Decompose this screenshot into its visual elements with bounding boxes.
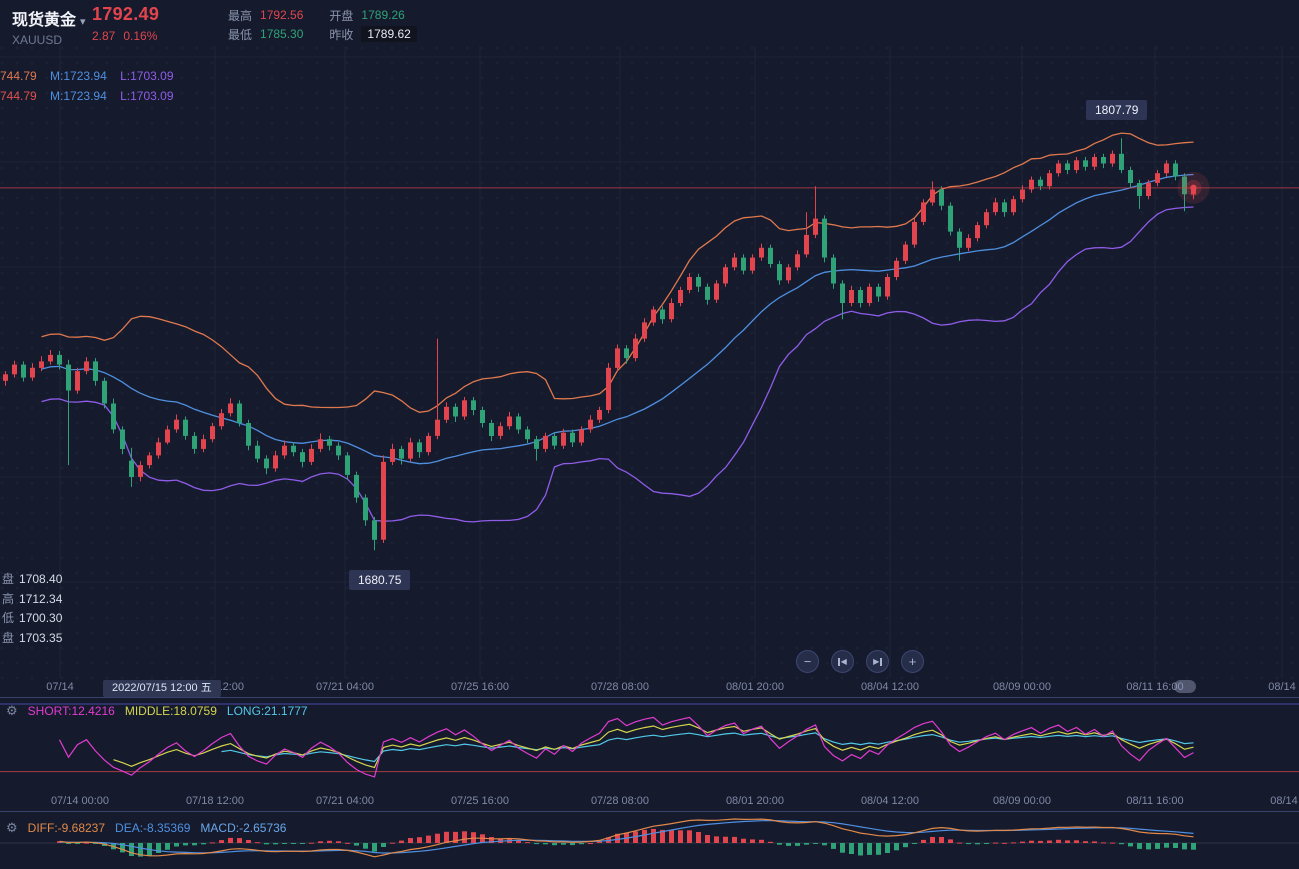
x-axis-label: 08/09 00:00	[992, 795, 1052, 807]
stat-open-value: 1789.26	[361, 8, 405, 22]
price-change: 2.87	[92, 29, 116, 43]
x-axis-label: 07/14	[46, 681, 74, 693]
chart-nav-controls: − ◀ ▶ +	[796, 650, 924, 673]
x-axis-label: 08/09 00:00	[992, 681, 1052, 693]
skip-back-button[interactable]: ◀	[831, 650, 854, 673]
crosshair-date-tooltip: 2022/07/15 12:00 五	[103, 680, 221, 697]
price-change-row: 2.87 0.16%	[92, 29, 165, 43]
skip-forward-button[interactable]: ▶	[866, 650, 889, 673]
instrument-name: 现货黄金	[12, 12, 77, 29]
macd-panel-canvas[interactable]	[0, 812, 1299, 869]
skip-back-icon	[838, 657, 840, 666]
last-price: 1792.49	[92, 4, 160, 24]
macd-diff-value: DIFF:-9.68237	[27, 821, 106, 835]
macd-legend: ⚙ DIFF:-9.68237 DEA:-8.35369 MACD:-2.657…	[6, 820, 286, 836]
instrument-symbol: XAUUSD	[12, 33, 63, 47]
stat-prev-close: 昨收 1789.62	[329, 26, 417, 42]
chevron-down-icon: ▾	[80, 16, 86, 28]
rsi-panel-separator	[0, 697, 1299, 698]
rsi-short-value: SHORT:12.4216	[27, 704, 115, 718]
zoom-in-button[interactable]: +	[901, 650, 924, 673]
x-axis-label: 07/28 08:00	[590, 795, 650, 807]
bollinger-legend: 744.79 M:1723.94 L:1703.09 744.79 M:1723…	[0, 66, 184, 106]
daily-stats: 最高 1792.56 最低 1785.30 开盘 1789.26 昨收 1789…	[228, 7, 417, 42]
x-axis-label: 08/14	[1268, 681, 1296, 693]
stat-open: 开盘 1789.26	[329, 8, 405, 23]
rsi-long-value: LONG:21.1777	[226, 704, 308, 718]
stat-high-value: 1792.56	[260, 8, 304, 22]
x-axis-label: 08/01 20:00	[725, 795, 785, 807]
high-price-annotation: 1807.79	[1086, 100, 1148, 120]
scrollbar-thumb[interactable]	[1174, 680, 1196, 693]
rsi-panel-canvas[interactable]	[0, 698, 1299, 793]
macd-value: MACD:-2.65736	[200, 821, 287, 835]
stat-low-value: 1785.30	[260, 27, 304, 41]
x-axis-label: 08/14	[1270, 795, 1298, 807]
bollinger-legend-row: 744.79 M:1723.94 L:1703.09	[0, 89, 174, 103]
x-axis-label: 08/01 20:00	[725, 681, 785, 693]
instrument-selector[interactable]: 现货黄金 ▾	[12, 6, 86, 30]
readout-close: 盘 1703.35	[2, 630, 63, 645]
macd-panel-separator	[0, 811, 1299, 812]
readout-low: 低 1700.30	[2, 611, 63, 625]
price-change-percent: 0.16%	[123, 29, 158, 43]
stat-prev-close-value: 1789.62	[361, 26, 417, 42]
low-price-annotation: 1680.75	[349, 570, 411, 590]
price-block: 1792.49 2.87 0.16%	[92, 4, 165, 43]
main-chart-canvas[interactable]	[0, 0, 1299, 697]
skip-forward-icon	[880, 657, 882, 666]
readout-high: 高 1712.34	[2, 591, 63, 606]
x-axis-label: 07/21 04:00	[315, 681, 375, 693]
stat-low: 最低 1785.30	[228, 27, 304, 42]
x-axis-label: 07/25 16:00	[450, 795, 510, 807]
x-axis-label: 07/25 16:00	[450, 681, 510, 693]
rsi-legend: ⚙ SHORT:12.4216 MIDDLE:18.0759 LONG:21.1…	[6, 703, 308, 719]
x-axis-sub: 07/14 00:00 07/18 12:00 07/21 04:00 07/25 1…	[0, 793, 1299, 811]
x-axis-label: 07/18 12:00	[185, 795, 245, 807]
x-axis-label: 08/11 16:00	[1126, 681, 1184, 693]
x-axis-label: 07/14 00:00	[50, 795, 110, 807]
macd-dea-value: DEA:-8.35369	[115, 821, 191, 835]
gear-icon[interactable]: ⚙	[6, 703, 18, 718]
rsi-middle-value: MIDDLE:18.0759	[124, 704, 217, 718]
x-axis-label: 08/04 12:00	[860, 795, 920, 807]
bollinger-legend-row: 744.79 M:1723.94 L:1703.09	[0, 69, 174, 83]
gear-icon[interactable]: ⚙	[6, 820, 18, 835]
zoom-out-button[interactable]: −	[796, 650, 819, 673]
header: 现货黄金 ▾ XAUUSD 1792.49 2.87 0.16% 最高 1792.5…	[0, 0, 1299, 47]
x-axis-label: 08/04 12:00	[860, 681, 920, 693]
x-axis-label: 07/21 04:00	[315, 795, 375, 807]
stat-high: 最高 1792.56	[228, 8, 304, 23]
crosshair-ohlc-readout: 盘 1708.40 高 1712.34 低 1700.30 盘 1703.35	[2, 570, 62, 648]
readout-open: 盘 1708.40	[2, 572, 63, 586]
x-axis-label: 08/11 16:00	[1126, 795, 1184, 807]
x-axis-label: 07/28 08:00	[590, 681, 650, 693]
